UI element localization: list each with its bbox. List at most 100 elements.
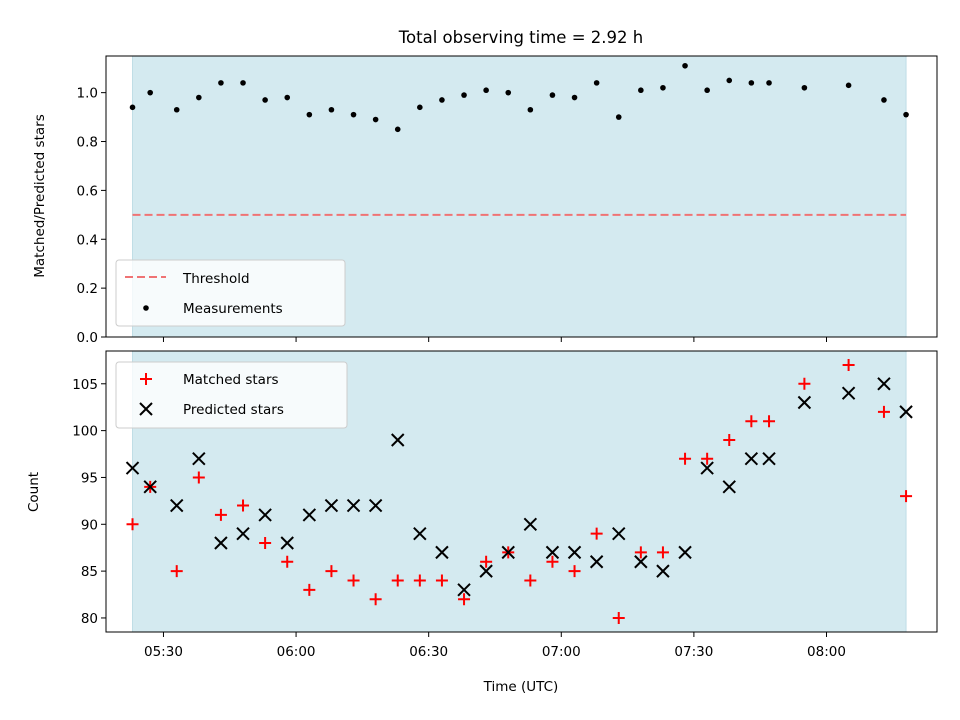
matched-legend-label: Matched stars <box>183 372 279 388</box>
matched-star-point <box>259 537 272 550</box>
bottom-y-axis-label: Count <box>26 472 42 512</box>
predicted-star-point <box>143 480 157 494</box>
bottom-plot-frame <box>105 350 938 633</box>
matched-star-point <box>458 593 471 606</box>
bottom-legend: Matched stars Predicted stars <box>115 361 348 429</box>
measurement-point <box>173 106 180 113</box>
matched-star-point <box>590 527 603 540</box>
predicted-star-point <box>324 498 339 513</box>
predicted-legend-label: Predicted stars <box>183 402 284 418</box>
predicted-star-point <box>391 433 405 447</box>
matched-star-point <box>612 611 625 624</box>
top-y-tick-label: 0.8 <box>77 135 98 151</box>
predicted-star-point <box>841 386 856 400</box>
predicted-star-point <box>656 564 670 578</box>
matched-star-point <box>656 546 669 559</box>
measurement-point <box>328 106 335 113</box>
matched-star-point <box>842 359 855 372</box>
predicted-star-point <box>280 536 294 550</box>
predicted-star-point <box>722 480 736 494</box>
bottom-y-tick-label: 100 <box>72 424 98 440</box>
measurement-point <box>505 89 512 96</box>
bottom-x-tick-label: 06:00 <box>277 644 316 660</box>
top-panel: 0.0 0.2 0.4 0.6 0.8 1.0 Threshold Measurement… <box>77 55 938 346</box>
bottom-y-tick-label: 90 <box>81 517 98 533</box>
predicted-star-point <box>192 452 206 466</box>
threshold-legend-label: Threshold <box>182 271 250 287</box>
predicted-star-point <box>567 545 582 560</box>
measurement-point <box>394 126 401 133</box>
measurement-point <box>240 80 246 86</box>
top-y-tick-label: 0.2 <box>77 281 98 297</box>
predicted-star-point <box>501 545 515 560</box>
top-legend-box <box>115 259 346 327</box>
matched-star-point <box>435 574 448 587</box>
bottom-y-tick-label: 80 <box>81 611 98 627</box>
measurement-point <box>527 106 534 113</box>
matched-star-point <box>281 555 294 568</box>
measurement-point <box>766 80 772 86</box>
predicted-star-point <box>368 498 383 513</box>
predicted-star-point <box>125 461 140 475</box>
matched-stars-series <box>126 359 913 624</box>
matched-star-point <box>900 490 913 503</box>
measurement-point <box>218 80 224 86</box>
measurement-point <box>881 97 887 103</box>
predicted-star-point <box>744 452 759 466</box>
measurement-point <box>284 94 291 101</box>
top-plot-frame <box>105 55 938 338</box>
matched-star-point <box>877 405 890 418</box>
matched-star-point <box>679 452 692 465</box>
measurement-point <box>704 87 710 94</box>
measurement-point <box>262 97 268 103</box>
predicted-star-point <box>612 526 626 541</box>
bottom-y-axis: 80 85 90 95 100 105 <box>72 377 106 627</box>
matched-star-point <box>413 574 426 587</box>
measurement-point <box>439 97 445 103</box>
measurement-point <box>483 87 489 94</box>
predicted-star-point <box>413 526 427 541</box>
chart-title: Total observing time = 2.92 h <box>398 28 643 47</box>
measurement-point <box>306 111 313 118</box>
predicted-star-point <box>589 555 604 569</box>
measurement-point <box>549 92 556 98</box>
matched-star-point <box>480 555 493 568</box>
predicted-star-point <box>700 461 714 475</box>
measurement-point <box>372 116 379 123</box>
matched-legend-swatch <box>140 373 152 385</box>
bottom-x-tick-label: 07:00 <box>542 644 581 660</box>
measurement-point <box>748 80 755 86</box>
bottom-panel: 80 85 90 95 100 105 05:30 06:00 06:30 07:00 07:30… <box>72 350 938 660</box>
matched-star-point <box>701 452 714 465</box>
top-y-tick-label: 0.6 <box>77 183 98 199</box>
matched-star-point <box>325 565 338 578</box>
measurement-point <box>638 87 644 94</box>
matched-star-point <box>303 583 316 596</box>
predicted-star-point <box>346 498 361 513</box>
bottom-legend-box <box>115 361 348 429</box>
predicted-star-point <box>797 395 812 410</box>
bottom-y-tick-label: 85 <box>81 564 98 580</box>
predicted-star-point <box>762 452 776 466</box>
matched-star-point <box>237 499 250 512</box>
matched-star-point <box>745 415 758 428</box>
matched-star-point <box>214 508 227 521</box>
measurement-point <box>726 77 733 84</box>
top-y-axis: 0.0 0.2 0.4 0.6 0.8 1.0 <box>77 86 106 346</box>
measurement-point <box>845 82 852 89</box>
matched-star-point <box>723 433 736 446</box>
measurement-point <box>801 84 808 91</box>
top-x-axis <box>162 337 827 342</box>
matched-star-point <box>524 574 537 587</box>
predicted-star-point <box>435 545 449 560</box>
matched-star-point <box>347 574 360 587</box>
predicted-star-point <box>877 377 891 391</box>
bottom-x-axis: 05:30 06:00 06:30 07:00 07:30 08:00 <box>144 632 846 660</box>
predicted-star-point <box>545 545 560 560</box>
matched-star-point <box>763 415 776 428</box>
measurement-point <box>682 62 688 69</box>
measurement-point <box>903 111 909 118</box>
predicted-legend-swatch <box>139 402 153 416</box>
top-y-tick-label: 1.0 <box>77 86 98 102</box>
